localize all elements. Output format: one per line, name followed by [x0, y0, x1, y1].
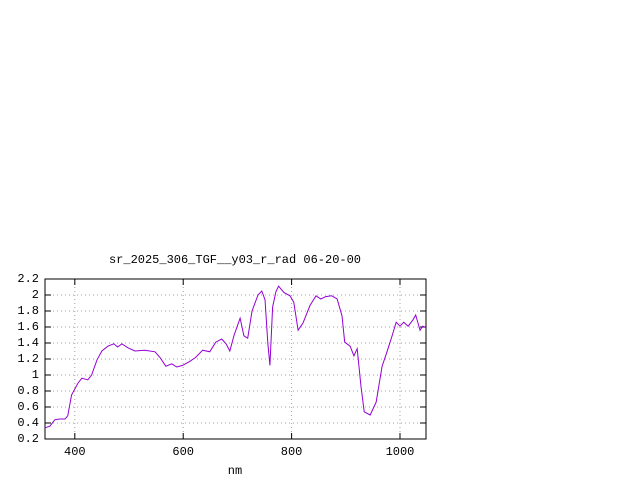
y-tick-label: 2.2: [17, 272, 39, 286]
x-tick-label: 800: [281, 445, 303, 459]
x-tick-label: 1000: [386, 445, 415, 459]
y-tick-label: 0.4: [17, 416, 39, 430]
y-tick-label: 1: [32, 368, 39, 382]
y-tick-label: 0.2: [17, 432, 39, 446]
y-tick-label: 0.8: [17, 384, 39, 398]
y-tick-label: 1.8: [17, 304, 39, 318]
x-tick-label: 400: [64, 445, 86, 459]
y-tick-label: 1.6: [17, 320, 39, 334]
y-tick-label: 1.4: [17, 336, 39, 350]
x-axis-label: nm: [228, 464, 242, 478]
y-tick-label: 2: [32, 288, 39, 302]
x-tick-label: 600: [172, 445, 194, 459]
y-tick-label: 1.2: [17, 352, 39, 366]
data-line: [44, 285, 427, 429]
chart-title: sr_2025_306_TGF__y03_r_rad 06-20-00: [109, 253, 361, 267]
y-tick-label: 0.6: [17, 400, 39, 414]
plot-border: [44, 278, 427, 440]
